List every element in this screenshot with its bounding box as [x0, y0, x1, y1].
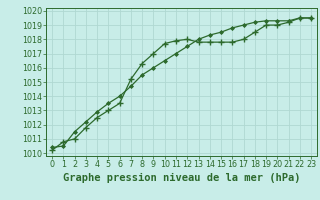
- X-axis label: Graphe pression niveau de la mer (hPa): Graphe pression niveau de la mer (hPa): [63, 173, 300, 183]
